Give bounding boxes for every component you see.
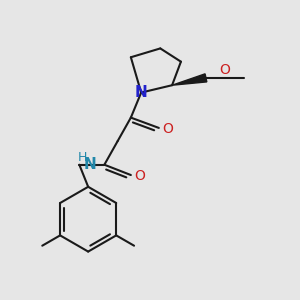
Text: N: N — [135, 85, 148, 100]
Text: N: N — [83, 157, 96, 172]
Polygon shape — [172, 74, 207, 85]
Text: O: O — [220, 64, 230, 77]
Text: O: O — [162, 122, 173, 136]
Text: O: O — [134, 169, 145, 184]
Text: H: H — [78, 151, 87, 164]
